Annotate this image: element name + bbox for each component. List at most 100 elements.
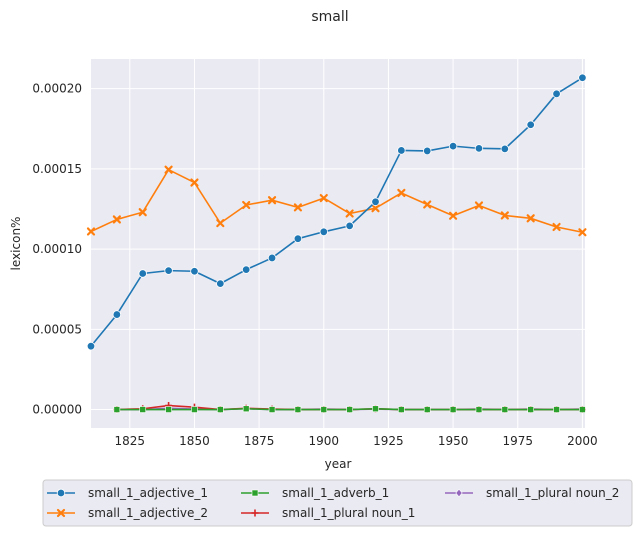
data-point [190, 267, 199, 276]
legend-label: small_1_adverb_1 [282, 486, 389, 500]
data-point [267, 253, 277, 263]
data-point [371, 204, 380, 213]
x-tick-label: 1850 [179, 434, 210, 448]
data-point [113, 406, 121, 413]
legend-label: small_1_adjective_2 [88, 506, 208, 520]
data-point [579, 406, 586, 413]
series-line [90, 77, 583, 347]
legend-label: small_1_plural noun_2 [486, 486, 619, 500]
data-point [216, 219, 225, 228]
y-axis-ticks: 0.00000 0.00005 0.00010 0.00015 0.00020 [32, 82, 82, 417]
data-point [423, 406, 431, 413]
data-point [578, 73, 587, 82]
series-small_1_adjective_2 [86, 165, 587, 237]
data-point [165, 406, 172, 413]
data-point [139, 406, 147, 413]
data-point [217, 406, 224, 413]
data-point [449, 406, 457, 413]
data-point [86, 227, 96, 236]
data-point [242, 405, 250, 413]
x-tick-label: 1875 [244, 434, 275, 448]
data-point [526, 120, 535, 129]
data-point [501, 406, 509, 413]
data-point [345, 221, 354, 231]
data-point [319, 227, 328, 236]
data-point [267, 196, 277, 205]
x-tick-label: 1825 [115, 434, 146, 448]
data-point [112, 310, 122, 319]
data-point [242, 200, 251, 210]
series-layer [86, 73, 587, 414]
data-point [164, 165, 173, 174]
data-point [578, 228, 587, 237]
legend-marker [56, 508, 66, 518]
data-point [293, 234, 303, 243]
legend-label: small_1_plural noun_1 [282, 506, 415, 520]
chart-title: small [311, 9, 348, 25]
legend-item: small_1_adverb_1 [241, 486, 389, 500]
data-point [448, 141, 458, 151]
series-small_1_adverb_1 [113, 405, 586, 413]
data-point [345, 209, 354, 218]
y-tick-label: 0.00020 [32, 82, 82, 96]
y-tick-label: 0.00010 [32, 242, 82, 256]
data-point [423, 146, 432, 156]
data-point [552, 222, 561, 232]
data-point [475, 406, 483, 413]
data-point [500, 211, 509, 220]
data-point [372, 405, 379, 413]
plot-area [91, 59, 585, 428]
legend-box [42, 479, 633, 527]
data-point [398, 406, 405, 413]
grid-lines [91, 59, 585, 428]
x-tick-label: 1925 [373, 434, 404, 448]
data-point [138, 269, 147, 278]
data-point [112, 215, 121, 224]
data-point [346, 406, 353, 413]
data-point [552, 89, 561, 99]
legend: small_1_adjective_1 small_1_adjective_2 sm… [42, 479, 633, 527]
legend-item: small_1_plural noun_2 [445, 486, 619, 500]
x-tick-label: 1975 [502, 434, 533, 448]
data-point [553, 406, 560, 413]
x-tick-label: 1900 [309, 434, 340, 448]
x-tick-label: 1950 [438, 434, 469, 448]
data-point [216, 279, 225, 288]
data-point [241, 265, 251, 274]
data-point [164, 266, 173, 275]
x-axis-ticks: 1825 1850 1875 1900 1925 1950 1975 2000 [115, 434, 598, 448]
data-point [397, 188, 406, 198]
data-point [423, 200, 432, 209]
y-tick-label: 0.00000 [32, 403, 82, 417]
data-point [448, 211, 458, 220]
data-point [527, 406, 534, 413]
data-point [294, 406, 302, 413]
legend-label: small_1_adjective_1 [88, 486, 208, 500]
data-point [138, 208, 147, 217]
data-point [268, 406, 276, 413]
legend-marker [251, 489, 259, 497]
data-point [474, 201, 484, 210]
series-small_1_adjective_1 [86, 73, 587, 351]
y-axis-label: lexicon% [9, 217, 23, 271]
y-tick-label: 0.00005 [32, 322, 82, 336]
data-point [190, 178, 199, 187]
data-point [293, 203, 303, 212]
legend-item: small_1_adjective_2 [47, 506, 208, 520]
data-point [526, 214, 535, 223]
data-point [371, 197, 380, 206]
data-point [191, 406, 198, 413]
y-tick-label: 0.00015 [32, 162, 82, 176]
data-point [397, 146, 406, 155]
series-line [90, 168, 583, 234]
data-point [474, 144, 484, 153]
x-tick-label: 2000 [567, 434, 598, 448]
data-point [320, 406, 328, 413]
legend-item: small_1_adjective_1 [47, 486, 208, 500]
x-axis-label: year [325, 457, 352, 471]
legend-marker [251, 509, 259, 517]
data-point [319, 193, 328, 203]
legend-marker [56, 488, 66, 498]
legend-item: small_1_plural noun_1 [241, 506, 415, 520]
